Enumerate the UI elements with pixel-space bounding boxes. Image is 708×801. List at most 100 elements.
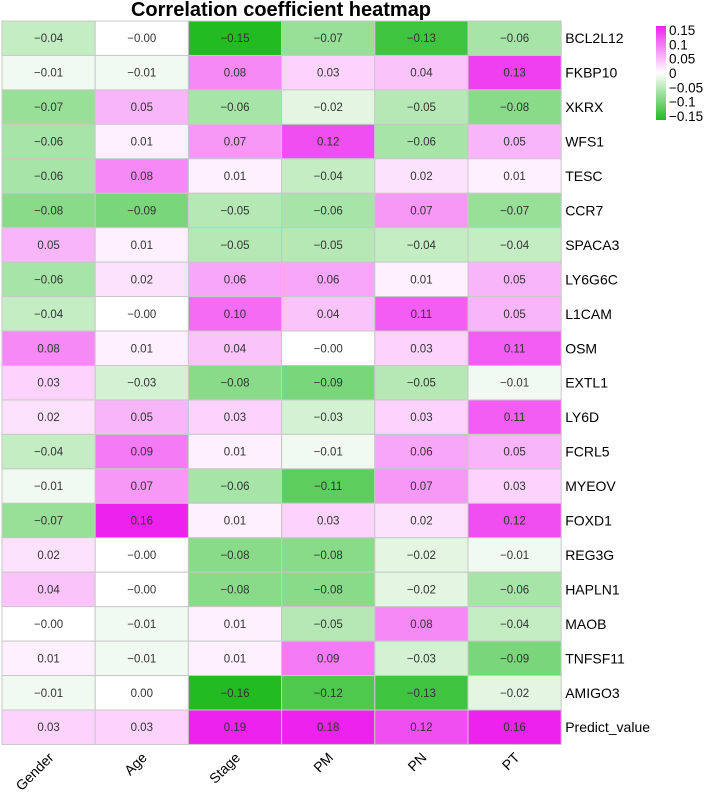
cell-value-label: −0.02 [407, 584, 436, 596]
heatmap-cell [1, 330, 96, 366]
cell-value-label: −0.05 [220, 240, 249, 252]
cell-value-label: 0.08 [131, 171, 153, 183]
cell-value-label: −0.08 [500, 102, 529, 114]
column-label: Gender [12, 749, 57, 794]
cell-value-label: 0.03 [317, 516, 339, 528]
cell-value-label: 0.06 [224, 274, 246, 286]
cell-value-label: −0.00 [127, 33, 156, 45]
cell-value-label: −0.02 [314, 102, 343, 114]
heatmap-cell [94, 571, 189, 608]
cell-value-label: 0.11 [411, 309, 433, 321]
cell-value-label: −0.00 [127, 584, 156, 596]
heatmap-cell [467, 123, 562, 160]
heatmap-cell [187, 433, 283, 470]
cell-value-label: 0.08 [410, 619, 432, 631]
cell-value-label: −0.01 [34, 688, 63, 700]
heatmap-cell [281, 54, 376, 91]
heatmap-cell [187, 502, 283, 539]
cell-value-label: 0.03 [410, 412, 432, 424]
heatmap-cell [467, 192, 562, 229]
heatmap-cell [467, 296, 562, 332]
heatmap-cell [374, 606, 469, 642]
heatmap-cell [187, 571, 283, 608]
heatmap-cell [1, 606, 96, 642]
heatmap-cell [467, 502, 562, 539]
heatmap-cell [374, 675, 469, 711]
cell-value-label: 0.16 [131, 516, 153, 528]
cell-value-label: 0.01 [503, 171, 525, 183]
heatmap-cell [94, 20, 189, 56]
cell-value-label: 0.03 [410, 343, 432, 355]
cell-value-label: 0.09 [131, 447, 153, 459]
heatmap-cell [467, 261, 562, 298]
cell-value-label: 0.01 [131, 343, 153, 355]
cell-value-label: −0.08 [220, 378, 249, 390]
cell-value-label: −0.12 [314, 688, 343, 700]
cell-value-label: −0.11 [314, 481, 342, 493]
cell-value-label: −0.05 [220, 205, 249, 217]
cell-value-label: −0.07 [314, 33, 343, 45]
heatmap-cell [1, 468, 96, 504]
heatmap-cell [94, 709, 189, 745]
row-label: LY6G6C [565, 271, 618, 287]
row-label: OSM [565, 340, 597, 356]
cell-value-label: −0.03 [407, 653, 436, 665]
cell-value-label: 0.04 [410, 68, 433, 80]
heatmap-cell [1, 365, 96, 401]
chart-title: Correlation coefficient heatmap [131, 0, 431, 21]
legend-tick-label: 0.1 [669, 37, 688, 52]
row-label: BCL2L12 [565, 30, 624, 46]
heatmap-cell [467, 709, 562, 745]
cell-value-label: −0.08 [220, 584, 249, 596]
heatmap-cell [187, 606, 283, 642]
cell-value-label: 0.03 [131, 722, 153, 734]
heatmap-cell [1, 571, 96, 608]
cell-value-label: −0.05 [314, 619, 343, 631]
column-labels: Gender Age Stage PM PN PT [12, 749, 523, 794]
heatmap-cell [94, 89, 189, 125]
cell-value-label: 0.01 [410, 274, 432, 286]
cell-value-label: 0.05 [131, 412, 153, 424]
heatmap-cell [467, 537, 562, 573]
column-label: PT [499, 749, 523, 773]
row-label: Predict_value [565, 719, 650, 735]
cell-value-label: 0.12 [503, 516, 525, 528]
cell-value-label: −0.05 [407, 378, 436, 390]
cell-value-label: −0.06 [34, 274, 63, 286]
cell-value-label: 0.05 [503, 447, 525, 459]
row-label: EXTL1 [565, 375, 608, 391]
cell-value-label: −0.00 [314, 343, 343, 355]
cell-value-label: 0.03 [37, 378, 59, 390]
heatmap-cell [281, 433, 376, 470]
heatmap-cell [374, 296, 469, 332]
cell-value-label: 0.01 [224, 619, 246, 631]
cell-value-label: −0.15 [220, 33, 249, 45]
heatmap-cell [1, 433, 96, 470]
row-label: SPACA3 [565, 237, 619, 253]
heatmap-cell [94, 123, 189, 160]
cell-value-label: −0.09 [500, 653, 529, 665]
heatmap-cell [467, 433, 562, 470]
row-label: MYEOV [565, 478, 616, 494]
column-label: PM [310, 749, 336, 775]
heatmap-cell [467, 89, 562, 125]
heatmap-cell [187, 261, 283, 298]
cell-value-label: −0.00 [127, 309, 156, 321]
legend-tick-label: 0.15 [669, 23, 695, 38]
cell-value-label: −0.01 [314, 447, 343, 459]
cell-value-label: 0.04 [317, 309, 340, 321]
legend-tick-label: −0.1 [669, 95, 696, 110]
heatmap-cell [467, 606, 562, 642]
row-label: MAOB [565, 616, 606, 632]
heatmap-cell [467, 54, 562, 91]
cell-value-label: 0.12 [317, 137, 339, 149]
row-labels: BCL2L12 FKBP10 XKRX WFS1 TESC CCR7 SPACA3 LY6G6… [565, 30, 650, 735]
heatmap-cell [467, 399, 562, 435]
heatmap-cell [281, 571, 376, 608]
cell-value-label: 0.07 [224, 137, 246, 149]
cell-value-label: 0.11 [504, 343, 526, 355]
cell-value-label: 0.12 [410, 722, 432, 734]
heatmap-cell [374, 537, 469, 573]
cell-value-label: 0.01 [37, 653, 59, 665]
